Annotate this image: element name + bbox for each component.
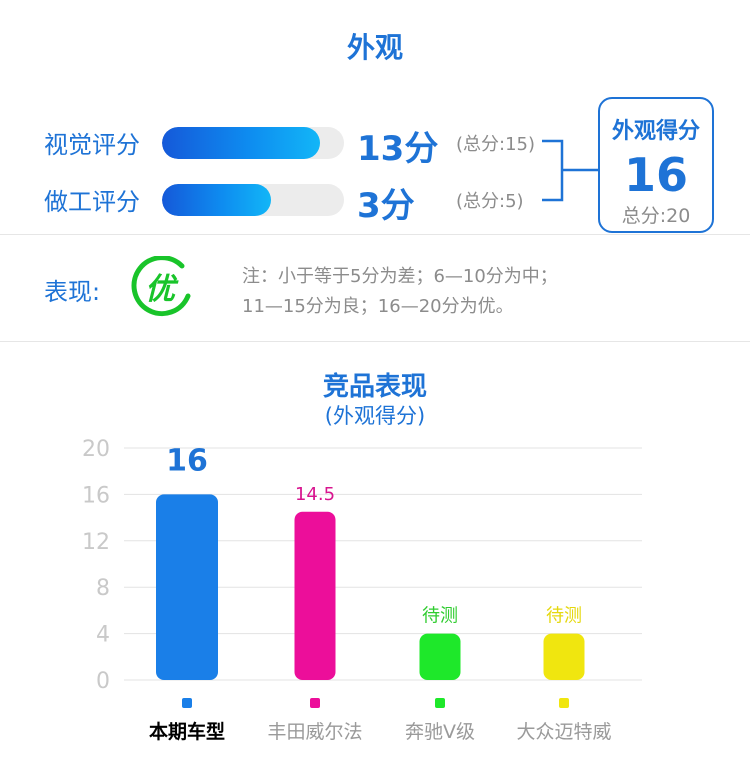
y-tick-label: 16 [82,483,110,508]
data-label: 待测 [422,606,458,627]
y-tick-label: 4 [96,623,110,648]
appearance-score-total: 总分:20 [621,205,691,227]
y-tick-label: 20 [82,437,110,462]
page-title: 外观 [346,31,403,64]
chart-title: 竞品表现 [322,372,427,402]
data-label: 14.5 [295,484,335,505]
visual-rating-score: 13分 [357,129,439,169]
category-label: 丰田威尔法 [267,721,362,743]
bracket-connector [542,139,598,202]
legend-dot [435,698,445,708]
bar [156,494,218,680]
craft-rating-label: 做工评分 [44,188,140,216]
visual-rating-fill [162,127,320,159]
appearance-score-value: 16 [623,148,688,202]
craft-rating-bar [162,184,344,216]
grade-text: 优 [145,272,179,307]
visual-rating-bar [162,127,344,159]
y-tick-label: 0 [96,669,110,694]
category-label: 奔驰V级 [405,721,475,743]
y-tick-label: 8 [96,576,110,601]
visual-rating-total: (总分:15) [456,134,536,155]
appearance-score-box: 外观得分 16 总分:20 [598,97,714,233]
divider-bottom [0,341,750,342]
visual-rating-label: 视觉评分 [44,131,140,159]
legend-dot [310,698,320,708]
grade-note-line2: 11—15分为良；16—20分为优。 [242,296,514,317]
category-label: 本期车型 [149,720,225,743]
chart-subtitle: (外观得分) [324,404,426,428]
data-label: 16 [166,443,208,478]
craft-rating-score: 3分 [357,186,415,226]
legend-dot [182,698,192,708]
grade-note-line1: 注：小于等于5分为差；6—10分为中； [242,266,558,287]
grade-ring-icon [131,256,191,317]
bar [543,633,585,680]
divider-top [0,234,750,235]
performance-label: 表现: [44,278,101,306]
craft-rating-fill [162,184,272,216]
craft-rating-total: (总分:5) [456,191,524,212]
category-label: 大众迈特威 [516,721,611,743]
legend-dot [559,698,569,708]
bar [419,633,461,680]
y-tick-label: 12 [82,530,110,555]
bar [294,511,336,680]
grade-badge: 优 [131,256,191,317]
data-label: 待测 [546,606,582,627]
appearance-score-title: 外观得分 [611,119,700,144]
